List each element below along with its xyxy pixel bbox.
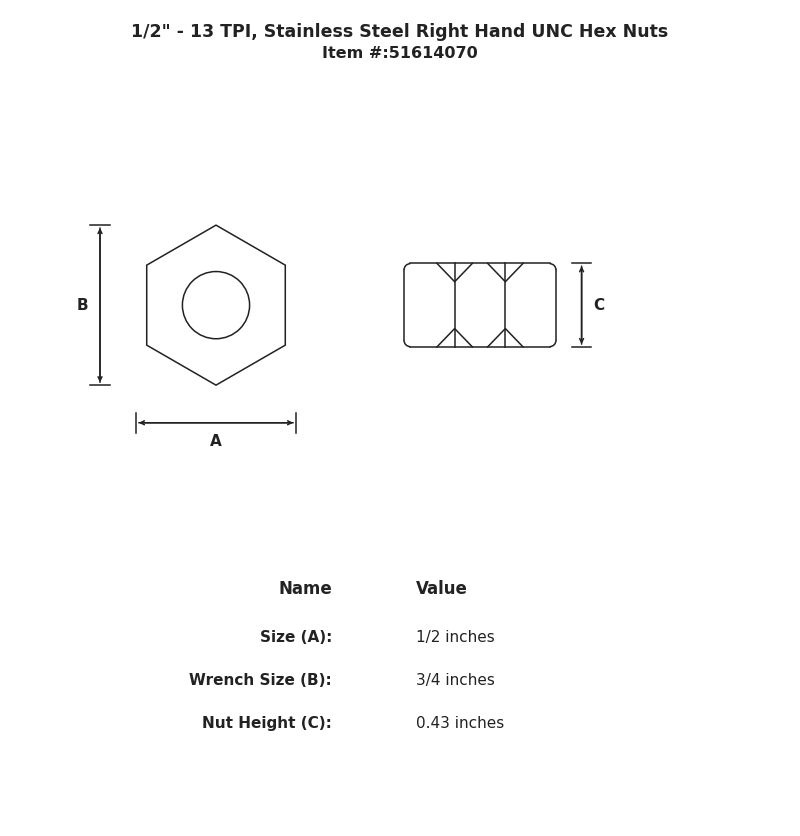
Text: 3/4 inches: 3/4 inches: [416, 673, 495, 688]
Text: C: C: [594, 298, 605, 313]
Text: Size (A):: Size (A):: [260, 630, 332, 645]
Text: 1/2 inches: 1/2 inches: [416, 630, 494, 645]
Text: 1/2" - 13 TPI, Stainless Steel Right Hand UNC Hex Nuts: 1/2" - 13 TPI, Stainless Steel Right Han…: [131, 23, 669, 41]
Text: A: A: [210, 434, 222, 449]
Text: Nut Height (C):: Nut Height (C):: [202, 716, 332, 732]
Text: B: B: [77, 298, 88, 313]
Text: Name: Name: [278, 580, 332, 599]
Text: 0.43 inches: 0.43 inches: [416, 716, 504, 732]
Text: Wrench Size (B):: Wrench Size (B):: [190, 673, 332, 688]
Text: Value: Value: [416, 580, 468, 599]
Text: Item #:51614070: Item #:51614070: [322, 46, 478, 61]
